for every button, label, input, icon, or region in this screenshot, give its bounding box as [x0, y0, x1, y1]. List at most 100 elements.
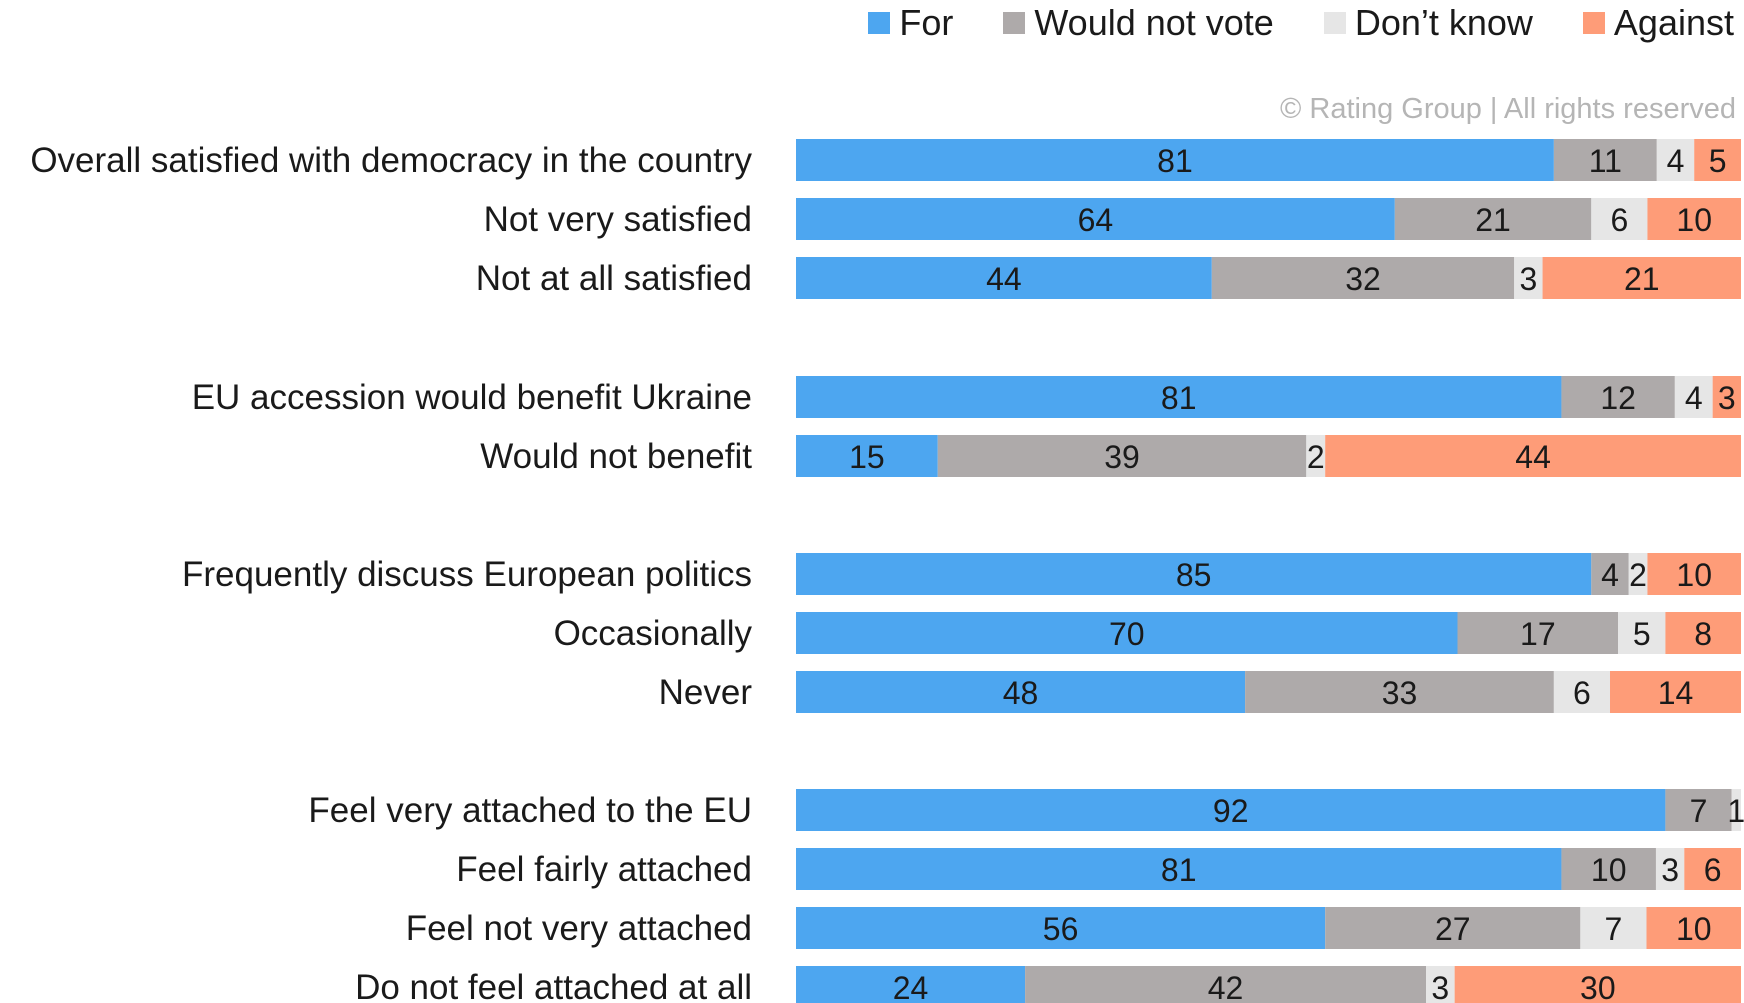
bar-segment-against [1542, 257, 1741, 299]
data-label-against: 14 [1658, 675, 1694, 711]
category-label: Not at all satisfied [476, 259, 752, 298]
data-label-dont-know: 3 [1431, 970, 1449, 1003]
bar-segment-would-not-vote [1561, 376, 1675, 418]
category-label: Frequently discuss European politics [182, 555, 752, 594]
data-label-would-not-vote: 42 [1208, 970, 1244, 1003]
category-label: Overall satisfied with democracy in the … [30, 141, 752, 180]
bar-segment-for [796, 789, 1666, 831]
bar-segment-dont-know [1306, 435, 1326, 477]
data-label-against: 10 [1676, 557, 1712, 593]
bar-segment-against [1646, 907, 1741, 949]
bar-segment-dont-know [1618, 612, 1666, 654]
category-label: Not very satisfied [484, 200, 752, 239]
data-label-would-not-vote: 10 [1591, 852, 1627, 888]
legend-swatch-against [1582, 12, 1605, 34]
category-label: Do not feel attached at all [355, 968, 752, 1003]
bar-segment-against [1325, 435, 1741, 477]
data-label-for: 56 [1043, 911, 1079, 947]
data-label-against: 30 [1580, 970, 1616, 1003]
bar-segment-dont-know [1628, 553, 1648, 595]
bar-segment-dont-know [1514, 257, 1543, 299]
category-label: Occasionally [554, 614, 753, 653]
category-label: EU accession would benefit Ukraine [192, 378, 752, 417]
data-label-would-not-vote: 11 [1589, 143, 1622, 179]
data-label-against: 21 [1624, 261, 1660, 297]
bar-segment-would-not-vote [1591, 553, 1629, 595]
category-label: Feel not very attached [406, 909, 752, 948]
data-label-against: 44 [1515, 439, 1551, 475]
bar-segment-against [1665, 612, 1741, 654]
bar-segment-would-not-vote [1211, 257, 1515, 299]
data-label-against: 10 [1676, 911, 1712, 947]
data-label-would-not-vote: 39 [1104, 439, 1140, 475]
data-label-would-not-vote: 21 [1475, 202, 1511, 238]
bar-segment-against [1694, 139, 1741, 181]
bar-segment-against [1647, 198, 1741, 240]
bar-segment-would-not-vote [937, 435, 1307, 477]
data-label-for: 64 [1078, 202, 1114, 238]
legend-label-for: For [899, 2, 954, 43]
data-label-would-not-vote: 12 [1600, 380, 1636, 416]
data-label-against: 8 [1694, 616, 1712, 652]
bar-segment-dont-know [1553, 671, 1611, 713]
bar-segment-would-not-vote [1457, 612, 1619, 654]
data-label-against: 6 [1704, 852, 1722, 888]
data-label-dont-know: 7 [1605, 911, 1623, 947]
data-label-for: 15 [849, 439, 885, 475]
legend-swatch-dont-know [1323, 12, 1346, 34]
bar-segment-against [1647, 553, 1741, 595]
bar-segment-for [796, 257, 1212, 299]
legend: For Would not vote Don’t know Against [868, 2, 1734, 44]
legend-swatch-for [868, 12, 891, 34]
category-label: Never [659, 673, 753, 712]
data-label-for: 92 [1213, 793, 1249, 829]
bar-segment-against [1684, 848, 1741, 890]
category-label: Feel very attached to the EU [308, 791, 752, 830]
bar-segment-for [796, 966, 1026, 1003]
bar-segment-would-not-vote [1245, 671, 1554, 713]
data-label-for: 70 [1109, 616, 1145, 652]
bar-segment-dont-know [1580, 907, 1647, 949]
category-label: Would not benefit [480, 437, 752, 476]
bar-segment-dont-know [1731, 789, 1741, 831]
bar-segment-for [796, 907, 1326, 949]
bar-segment-dont-know [1591, 198, 1648, 240]
data-label-dont-know: 3 [1519, 261, 1537, 297]
bar-segment-for [796, 198, 1395, 240]
data-label-would-not-vote: 7 [1690, 793, 1708, 829]
data-label-dont-know: 2 [1629, 557, 1647, 593]
bar-segment-would-not-vote [1553, 139, 1657, 181]
legend-label-against: Against [1613, 2, 1734, 43]
bar-segment-dont-know [1674, 376, 1713, 418]
bar-segment-for [796, 435, 938, 477]
bar-segment-against [1610, 671, 1741, 713]
bar-segment-would-not-vote [1325, 907, 1581, 949]
legend-label-dont-know: Don’t know [1354, 2, 1533, 43]
legend-swatch-would-not-vote [1003, 12, 1026, 34]
bar-segment-would-not-vote [1665, 789, 1732, 831]
bar-segment-for [796, 139, 1554, 181]
bar-segment-dont-know [1426, 966, 1455, 1003]
bar-segment-against [1712, 376, 1741, 418]
data-label-dont-know: 4 [1685, 380, 1703, 416]
data-label-dont-know: 5 [1633, 616, 1651, 652]
bar-segment-against [1454, 966, 1741, 1003]
data-label-for: 81 [1161, 380, 1197, 416]
bar-segment-would-not-vote [1561, 848, 1656, 890]
data-label-dont-know: 6 [1573, 675, 1591, 711]
data-label-for: 48 [1003, 675, 1039, 711]
bar-segment-dont-know [1656, 139, 1695, 181]
data-label-would-not-vote: 33 [1382, 675, 1418, 711]
bar-segment-for [796, 848, 1562, 890]
data-label-would-not-vote: 27 [1435, 911, 1471, 947]
category-label: Feel fairly attached [456, 850, 752, 889]
data-label-would-not-vote: 17 [1520, 616, 1556, 652]
data-label-dont-know: 4 [1667, 143, 1685, 179]
data-label-for: 44 [986, 261, 1022, 297]
data-label-for: 85 [1176, 557, 1212, 593]
legend-label-would-not-vote: Would not vote [1034, 2, 1274, 43]
bar-segment-would-not-vote [1394, 198, 1592, 240]
bar-segment-for [796, 553, 1592, 595]
data-label-against: 10 [1676, 202, 1712, 238]
